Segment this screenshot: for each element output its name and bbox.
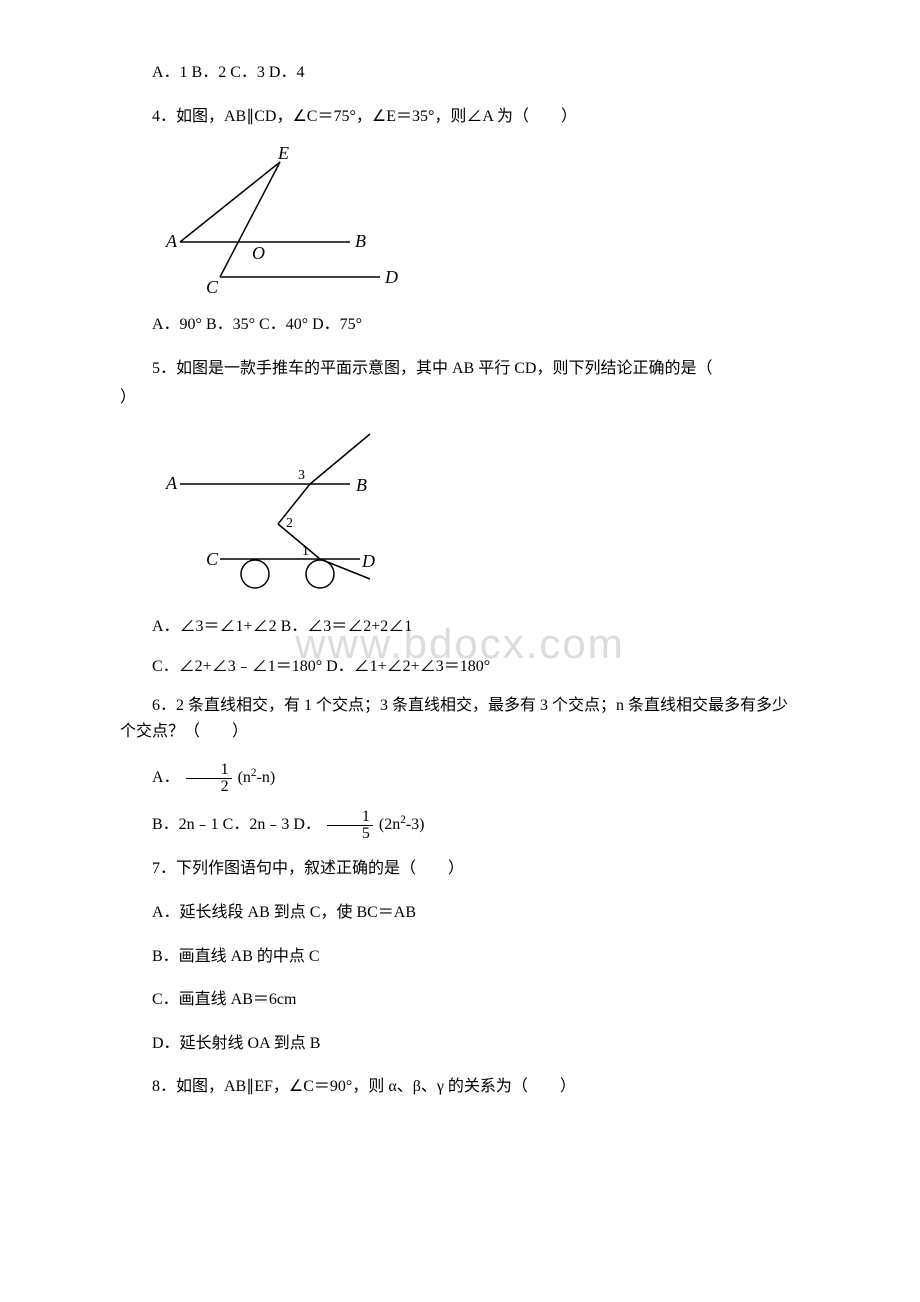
q4-label-a: A xyxy=(165,231,178,251)
q4-label-e: E xyxy=(277,147,289,163)
q7-option-d: D．延长射线 OA 到点 B xyxy=(120,1031,800,1057)
q5-option-ab: A．∠3＝∠1+∠2 B．∠3＝∠2+2∠1 xyxy=(120,614,800,640)
page-content: A．1 B．2 C．3 D．4 4．如图，AB∥CD，∠C＝75°，∠E＝35°… xyxy=(120,60,800,1100)
q7-option-c: C．画直线 AB＝6cm xyxy=(120,987,800,1013)
q7-option-b: B．画直线 AB 的中点 C xyxy=(120,944,800,970)
q5-stem-a: 5．如图是一款手推车的平面示意图，其中 AB 平行 CD，则下列结论正确的是（ xyxy=(120,356,800,382)
q4-stem: 4．如图，AB∥CD，∠C＝75°，∠E＝35°，则∠A 为（ ） xyxy=(120,104,800,130)
q4-options: A．90° B．35° C．40° D．75° xyxy=(120,312,800,338)
q6-optA-expr-a: (n xyxy=(238,770,251,787)
q7-option-a: A．延长线段 AB 到点 C，使 BC＝AB xyxy=(120,900,800,926)
q6-optBCD-prefix: B．2n﹣1 C．2n﹣3 D． xyxy=(152,817,321,834)
q6-optD-frac: 15 xyxy=(327,809,373,842)
q4-label-b: B xyxy=(355,231,366,251)
q4-diagram: E A O B C D xyxy=(160,147,800,302)
q5-label-d: D xyxy=(361,551,375,571)
q5-stem-b: ） xyxy=(120,385,800,411)
q6-option-bcd: B．2n﹣1 C．2n﹣3 D． 15 (2n2-3) xyxy=(120,809,800,842)
q5-label-3: 3 xyxy=(298,468,305,483)
q5-label-b: B xyxy=(356,475,367,495)
q3-options: A．1 B．2 C．3 D．4 xyxy=(120,60,800,86)
q6-option-a: A． 12 (n2-n) xyxy=(120,762,800,795)
q6-stem: 6．2 条直线相交，有 1 个交点；3 条直线相交，最多有 3 个交点；n 条直… xyxy=(120,693,800,744)
q6-optD-expr-b: -3) xyxy=(406,817,425,834)
q6-optA-expr-b: -n) xyxy=(256,770,275,787)
q4-label-o: O xyxy=(252,243,265,263)
q5-diagram: A B C D 3 2 1 xyxy=(160,429,800,604)
q6-optA-frac: 12 xyxy=(186,762,232,795)
q4-label-c: C xyxy=(206,277,219,297)
q6-optD-expr-a: (2n xyxy=(379,817,400,834)
q5-label-1: 1 xyxy=(302,544,309,559)
q5-label-c: C xyxy=(206,549,219,569)
q5-option-cd: C．∠2+∠3﹣∠1＝180° D．∠1+∠2+∠3＝180° xyxy=(120,654,800,680)
q5-label-a: A xyxy=(165,473,178,493)
q6-optA-prefix: A． xyxy=(152,770,180,787)
q4-label-d: D xyxy=(384,267,398,287)
q8-stem: 8．如图，AB∥EF，∠C＝90°，则 α、β、γ 的关系为（ ） xyxy=(120,1074,800,1100)
q5-label-2: 2 xyxy=(286,516,293,531)
q7-stem: 7．下列作图语句中，叙述正确的是（ ） xyxy=(120,856,800,882)
